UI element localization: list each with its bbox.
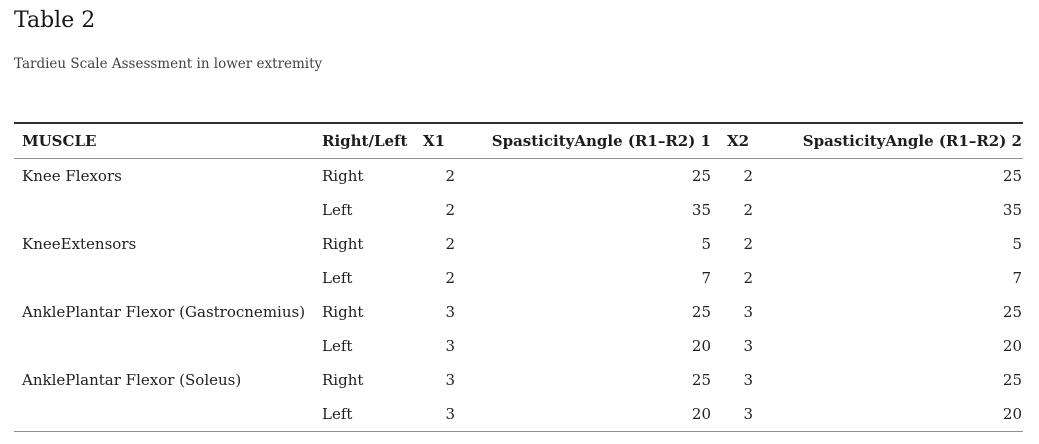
cell-spasticity-angle-1: 20	[691, 337, 711, 355]
col-header-side: Right/Left	[322, 132, 408, 150]
cell-x1: 2	[445, 201, 455, 219]
col-header-x2: X2	[727, 132, 750, 150]
cell-x2: 2	[743, 235, 753, 253]
cell-spasticity-angle-2: 5	[1012, 235, 1022, 253]
cell-side: Left	[322, 337, 353, 355]
cell-spasticity-angle-2: 25	[1002, 167, 1022, 185]
cell-x2: 3	[743, 337, 753, 355]
cell-side: Left	[322, 201, 353, 219]
col-header-muscle: MUSCLE	[22, 132, 97, 150]
cell-muscle	[14, 397, 314, 432]
cell-spasticity-angle-2: 20	[1002, 405, 1022, 423]
cell-spasticity-angle-1: 5	[701, 235, 711, 253]
cell-spasticity-angle-1: 20	[691, 405, 711, 423]
cell-spasticity-angle-1: 25	[691, 167, 711, 185]
table-row: AnklePlantar Flexor (Soleus) Right 3 25 …	[14, 363, 1023, 397]
cell-x1: 3	[445, 371, 455, 389]
cell-x2: 2	[743, 201, 753, 219]
cell-side: Right	[322, 167, 364, 185]
cell-x1: 3	[445, 303, 455, 321]
cell-side: Left	[322, 405, 353, 423]
col-header-spasticity-angle-1: SpasticityAngle (R1–R2) 1	[491, 132, 711, 150]
cell-muscle: AnklePlantar Flexor (Soleus)	[22, 371, 242, 389]
cell-side: Right	[322, 303, 364, 321]
cell-muscle: KneeExtensors	[22, 235, 137, 253]
table-section: Table 2 Tardieu Scale Assessment in lowe…	[14, 8, 1023, 432]
table-row: Left 3 20 3 20	[14, 329, 1023, 363]
header-row: MUSCLE Right/Left X1 SpasticityAngle (R1…	[14, 123, 1023, 159]
cell-muscle	[14, 193, 314, 227]
cell-muscle: AnklePlantar Flexor (Gastrocnemius)	[22, 303, 306, 321]
tardieu-scale-table: MUSCLE Right/Left X1 SpasticityAngle (R1…	[14, 122, 1023, 432]
cell-x1: 2	[445, 235, 455, 253]
cell-x1: 3	[445, 405, 455, 423]
cell-spasticity-angle-1: 25	[691, 371, 711, 389]
cell-x2: 2	[743, 167, 753, 185]
table-row: Left 3 20 3 20	[14, 397, 1023, 432]
cell-muscle: Knee Flexors	[22, 167, 122, 185]
table-row: AnklePlantar Flexor (Gastrocnemius) Righ…	[14, 295, 1023, 329]
table-row: KneeExtensors Right 2 5 2 5	[14, 227, 1023, 261]
cell-side: Left	[322, 269, 353, 287]
cell-spasticity-angle-1: 35	[691, 201, 711, 219]
cell-spasticity-angle-2: 35	[1002, 201, 1022, 219]
cell-muscle	[14, 261, 314, 295]
cell-spasticity-angle-2: 25	[1002, 303, 1022, 321]
cell-x2: 2	[743, 269, 753, 287]
cell-side: Right	[322, 235, 364, 253]
cell-muscle	[14, 329, 314, 363]
cell-x1: 3	[445, 337, 455, 355]
table-row: Left 2 35 2 35	[14, 193, 1023, 227]
cell-spasticity-angle-2: 7	[1012, 269, 1022, 287]
table-caption: Tardieu Scale Assessment in lower extrem…	[14, 56, 323, 72]
table-label: Table 2	[14, 8, 96, 33]
cell-spasticity-angle-1: 7	[701, 269, 711, 287]
cell-spasticity-angle-1: 25	[691, 303, 711, 321]
table-row: Knee Flexors Right 2 25 2 25	[14, 159, 1023, 194]
cell-side: Right	[322, 371, 364, 389]
col-header-spasticity-angle-2: SpasticityAngle (R1–R2) 2	[802, 132, 1022, 150]
cell-spasticity-angle-2: 20	[1002, 337, 1022, 355]
cell-spasticity-angle-2: 25	[1002, 371, 1022, 389]
cell-x1: 2	[445, 269, 455, 287]
cell-x2: 3	[743, 303, 753, 321]
cell-x1: 2	[445, 167, 455, 185]
cell-x2: 3	[743, 405, 753, 423]
col-header-x1: X1	[423, 132, 446, 150]
table-row: Left 2 7 2 7	[14, 261, 1023, 295]
cell-x2: 3	[743, 371, 753, 389]
